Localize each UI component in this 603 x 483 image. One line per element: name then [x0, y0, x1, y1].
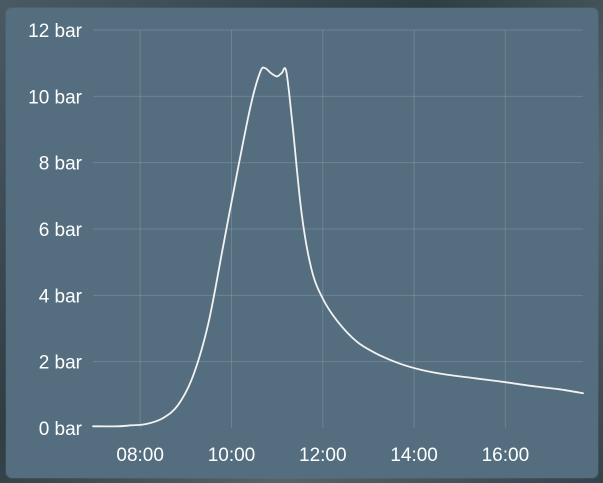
x-tick-label: 10:00: [208, 445, 256, 466]
y-tick-label: 6 bar: [39, 220, 83, 241]
y-tick-label: 10 bar: [28, 87, 83, 108]
x-tick-label: 12:00: [299, 445, 347, 466]
y-axis: 0 bar 2 bar 4 bar 6 bar 8 bar 10 bar 12 bar: [28, 21, 83, 440]
y-tick-label: 4 bar: [39, 286, 83, 307]
y-tick-label: 8 bar: [39, 154, 83, 175]
grid: [93, 29, 583, 428]
series-group: [92, 66, 584, 428]
y-tick-label: 12 bar: [28, 21, 83, 42]
x-tick-label: 14:00: [390, 445, 438, 466]
x-tick-label: 16:00: [482, 445, 530, 466]
series-line: [92, 66, 584, 428]
y-tick-label: 2 bar: [39, 353, 83, 374]
y-tick-label: 0 bar: [39, 419, 83, 440]
x-tick-label: 08:00: [116, 445, 164, 466]
chart-card: [6, 8, 598, 478]
x-axis: 08:00 10:00 12:00 14:00 16:00: [116, 445, 529, 466]
